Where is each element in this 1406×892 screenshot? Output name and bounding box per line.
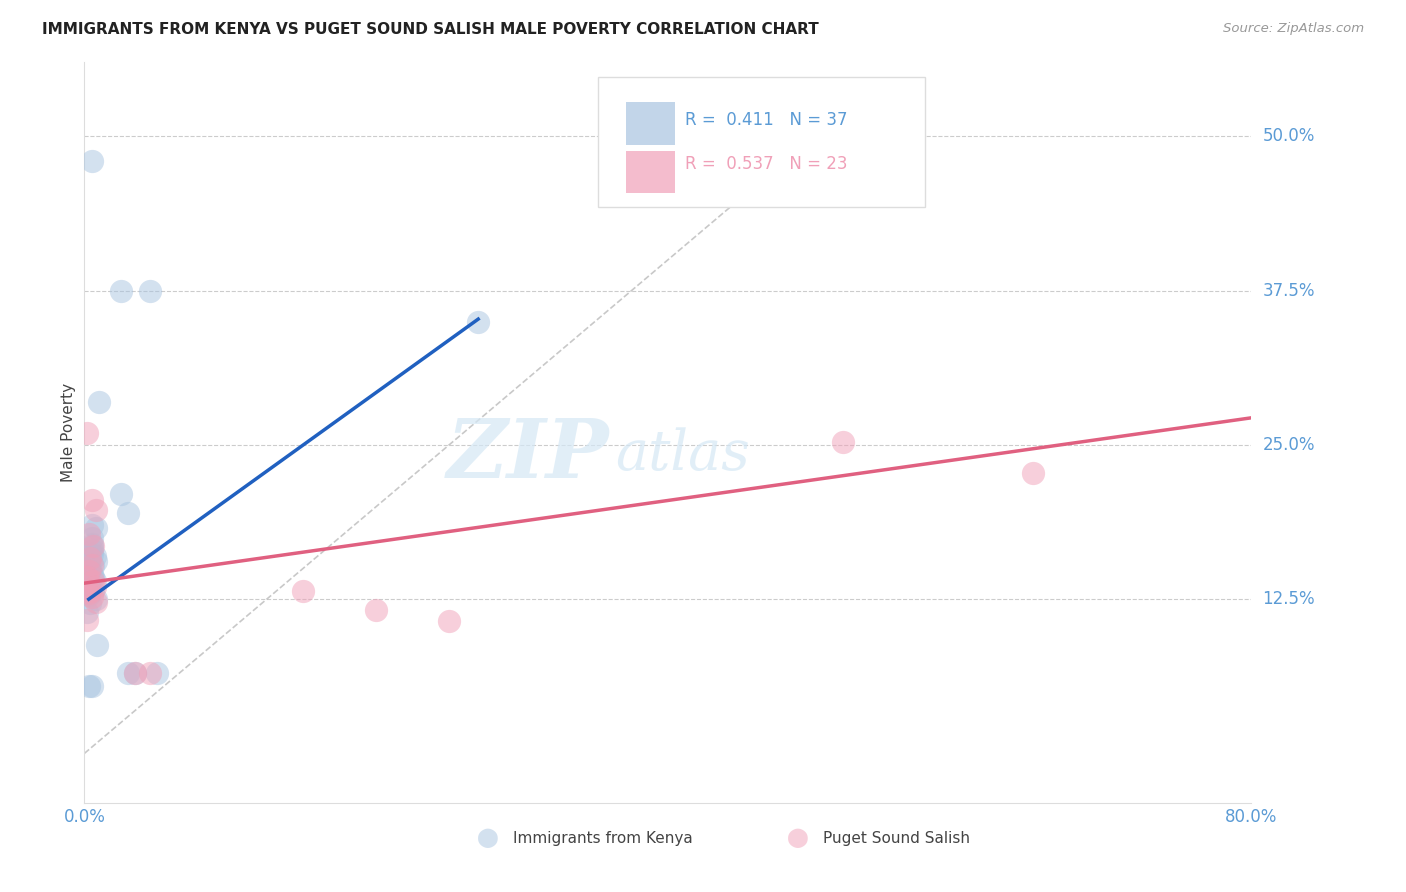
Text: 12.5%: 12.5% [1263, 591, 1315, 608]
Text: ⬤: ⬤ [786, 829, 808, 848]
Point [124, 666, 146, 681]
Point [117, 666, 139, 681]
Point [77, 526, 100, 541]
Point [80, 679, 103, 693]
Point [79, 551, 101, 566]
Text: R =  0.411   N = 37: R = 0.411 N = 37 [685, 111, 848, 128]
Point [437, 615, 460, 629]
Point [79, 580, 101, 594]
Point [832, 435, 855, 450]
Point [77, 589, 100, 603]
Point [292, 583, 315, 598]
Point [84, 592, 107, 607]
Point [79, 561, 101, 575]
Text: R =  0.537   N = 23: R = 0.537 N = 23 [685, 155, 848, 173]
Point [86, 638, 108, 652]
Point [467, 315, 489, 329]
Point [80, 531, 103, 545]
Text: ZIP: ZIP [447, 415, 610, 495]
Text: ⬤: ⬤ [477, 829, 499, 848]
Point [76, 570, 98, 584]
Point [110, 284, 132, 298]
Point [80, 547, 103, 561]
Point [76, 605, 98, 619]
Point [84, 595, 107, 609]
Point [83, 580, 105, 594]
Point [366, 603, 388, 617]
Point [79, 583, 101, 598]
Point [80, 542, 103, 557]
Point [80, 536, 103, 550]
FancyBboxPatch shape [626, 151, 675, 193]
Text: Immigrants from Kenya: Immigrants from Kenya [513, 831, 693, 846]
Point [146, 666, 169, 681]
Y-axis label: Male Poverty: Male Poverty [60, 383, 76, 483]
Point [117, 506, 139, 520]
Point [77, 576, 100, 591]
Point [82, 558, 104, 573]
Point [82, 583, 104, 598]
Point [1021, 467, 1043, 481]
Point [77, 555, 100, 569]
Text: IMMIGRANTS FROM KENYA VS PUGET SOUND SALISH MALE POVERTY CORRELATION CHART: IMMIGRANTS FROM KENYA VS PUGET SOUND SAL… [42, 22, 818, 37]
Point [80, 493, 103, 508]
Point [80, 518, 103, 533]
Text: Source: ZipAtlas.com: Source: ZipAtlas.com [1223, 22, 1364, 36]
Point [76, 586, 98, 600]
Point [79, 596, 101, 610]
Text: atlas: atlas [616, 427, 749, 483]
Point [76, 425, 98, 440]
Point [83, 574, 105, 588]
FancyBboxPatch shape [598, 78, 925, 207]
Point [82, 570, 104, 584]
Point [84, 503, 107, 517]
Point [84, 554, 107, 568]
Text: 50.0%: 50.0% [1263, 128, 1315, 145]
Point [77, 679, 100, 693]
Point [80, 539, 103, 553]
Point [139, 284, 162, 298]
Point [80, 154, 103, 169]
Point [83, 549, 105, 563]
Point [77, 586, 100, 600]
Point [124, 666, 146, 681]
Point [110, 487, 132, 501]
Point [80, 567, 103, 582]
Text: Puget Sound Salish: Puget Sound Salish [823, 831, 970, 846]
Point [139, 666, 162, 681]
Point [84, 521, 107, 535]
Point [82, 574, 104, 588]
Point [76, 613, 98, 627]
FancyBboxPatch shape [626, 103, 675, 145]
Point [80, 558, 103, 572]
Point [82, 539, 104, 553]
Text: 37.5%: 37.5% [1263, 282, 1315, 300]
Text: 25.0%: 25.0% [1263, 436, 1315, 454]
Point [77, 564, 100, 578]
Point [80, 590, 103, 604]
Point [77, 564, 100, 578]
Point [87, 394, 110, 409]
